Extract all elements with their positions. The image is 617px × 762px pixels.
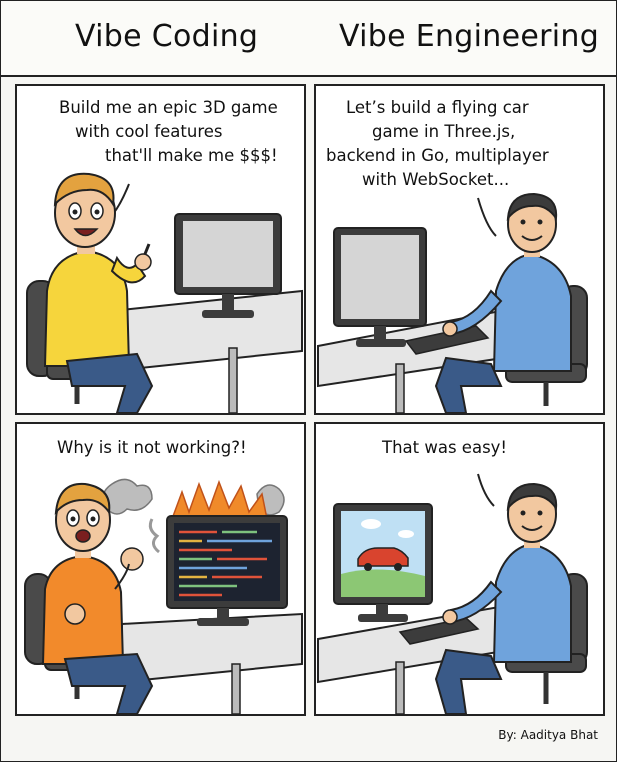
panel-vibe-coding-failure: Why is it not working?! [15, 422, 306, 716]
speech-line: That was easy! [382, 438, 508, 457]
speech-line: Build me an epic 3D game [59, 98, 278, 117]
panel-4-illustration [317, 473, 588, 714]
title-vibe-engineering: Vibe Engineering [339, 19, 600, 54]
speech-line: with WebSocket... [362, 170, 510, 189]
speech-line: with cool features [75, 122, 223, 141]
title-vibe-coding: Vibe Coding [75, 19, 259, 54]
panel-vibe-coding-request: Build me an epic 3D game with cool featu… [15, 84, 306, 415]
speech-line: Let’s build a flying car [346, 98, 529, 117]
speech-line: backend in Go, multiplayer [326, 146, 549, 165]
panel-vibe-engineering-success: That was easy! [314, 422, 605, 716]
panel-1-illustration [26, 172, 303, 413]
speech-line: that'll make me $$$! [105, 146, 278, 165]
panel-vibe-engineering-plan: Let’s build a flying car game in Three.j… [314, 84, 605, 415]
author-credit: By: Aaditya Bhat [498, 728, 598, 742]
panel-2-illustration [317, 192, 588, 413]
speech-line: Why is it not working?! [57, 438, 247, 457]
speech-line: game in Three.js, [372, 122, 516, 141]
comic-header: Vibe Coding Vibe Engineering [1, 1, 616, 77]
panel-3-illustration [24, 478, 303, 714]
